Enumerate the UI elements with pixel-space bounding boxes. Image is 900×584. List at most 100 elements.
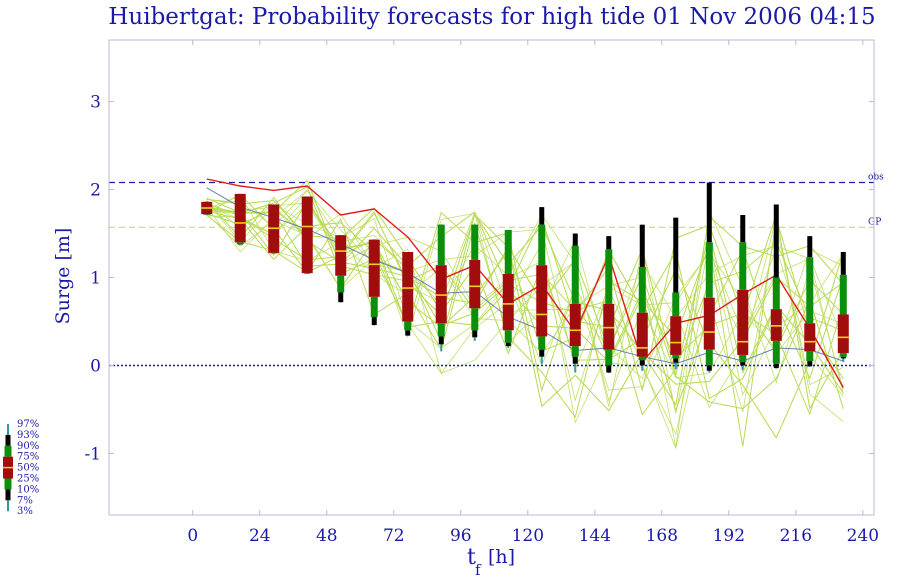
legend-outer-lower	[5, 489, 11, 501]
x-axis-label-main: t	[467, 545, 476, 570]
x-axis-label-unit: [h]	[488, 546, 515, 568]
box-outer-upper	[807, 236, 813, 258]
x-tick-label: 192	[713, 526, 745, 546]
ensemble-member-line	[206, 214, 844, 447]
box-inner-lower	[504, 330, 512, 343]
box-interquartile	[770, 309, 782, 341]
box-plot-149	[603, 236, 615, 373]
box-inner-upper	[705, 242, 713, 298]
box-inner-lower	[839, 353, 847, 357]
box-interquartile	[636, 312, 648, 357]
box-plot-65	[368, 239, 380, 326]
box-tail-lower	[406, 335, 409, 337]
box-plot-17	[234, 193, 246, 245]
legend-label: 7%	[17, 495, 33, 506]
box-tail-lower	[708, 370, 711, 373]
box-tail-lower	[641, 365, 644, 371]
box-inner-upper	[504, 230, 512, 274]
box-plot-137	[569, 233, 581, 373]
box-outer-lower	[773, 363, 779, 369]
y-tick-label: 2	[90, 181, 101, 201]
legend-inner-upper	[4, 445, 12, 457]
ensemble-member-line	[206, 202, 844, 412]
control-forecast-line	[206, 187, 844, 365]
box-outer-upper	[539, 207, 545, 225]
box-outer-lower	[639, 360, 645, 366]
x-axis-ticks: 0 24 48 72 96 120 144 168 192 216 240	[187, 40, 879, 546]
box-inner-lower	[538, 336, 546, 350]
box-tail-lower	[440, 344, 443, 352]
box-tail-lower	[540, 356, 543, 364]
legend: 97%93%90%75%50%25%10%7%3%	[3, 419, 39, 517]
box-outer-lower	[237, 244, 243, 245]
box-interquartile	[335, 235, 347, 276]
box-outer-lower	[539, 349, 545, 357]
ensemble-member-line	[206, 197, 844, 400]
reference-line-label: GP	[868, 217, 881, 227]
y-tick-label: 0	[90, 356, 101, 376]
box-interquartile	[469, 259, 481, 309]
box-tail-lower	[775, 368, 778, 369]
box-inner-lower	[437, 323, 445, 337]
y-axis-label: Surge [m]	[52, 228, 74, 325]
box-inner-lower	[471, 308, 479, 331]
box-plot-29	[268, 204, 280, 254]
x-tick-label: 216	[780, 526, 812, 546]
box-outer-lower	[405, 330, 411, 336]
box-inner-upper	[605, 249, 613, 304]
box-tail-lower	[842, 358, 845, 362]
box-tail-lower	[808, 366, 811, 367]
box-outer-lower	[606, 365, 612, 373]
box-interquartile	[737, 289, 749, 355]
box-outer-lower	[371, 317, 377, 325]
reference-lines: obs GP	[109, 173, 884, 367]
ensemble-member-line	[206, 198, 844, 385]
x-tick-label: 168	[646, 526, 678, 546]
ensemble-member-line	[206, 194, 844, 448]
x-tick-label: 24	[249, 526, 271, 546]
box-inner-lower	[705, 349, 713, 366]
box-inner-lower	[337, 275, 345, 293]
box-interquartile	[703, 297, 715, 350]
box-plot-101	[469, 224, 481, 341]
box-outer-lower	[472, 330, 478, 338]
box-plot-161	[636, 224, 648, 371]
box-tail-lower	[741, 365, 744, 370]
box-interquartile	[804, 323, 816, 352]
box-outer-lower	[706, 365, 712, 371]
box-plot-5	[201, 201, 213, 215]
box-inner-lower	[203, 214, 211, 215]
x-tick-label: 48	[316, 526, 338, 546]
x-axis-label-subscript: f	[475, 561, 482, 579]
box-interquartile	[837, 314, 849, 354]
box-outer-lower	[572, 356, 578, 364]
box-inner-upper	[672, 292, 680, 317]
box-interquartile	[603, 303, 615, 350]
ensemble-members	[206, 179, 844, 450]
box-inner-lower	[605, 349, 613, 366]
box-outer-lower	[807, 361, 813, 367]
box-plot-113	[502, 230, 514, 348]
reference-line-label: obs	[868, 173, 884, 183]
box-inner-lower	[739, 354, 747, 362]
legend-tail-lower	[7, 500, 9, 512]
box-tail-lower	[373, 325, 376, 326]
box-inner-lower	[672, 354, 680, 359]
box-tail-lower	[607, 372, 610, 373]
legend-label: 3%	[17, 506, 33, 517]
y-tick-label: 1	[90, 269, 101, 289]
box-plot-53	[335, 235, 347, 303]
box-plot-233	[837, 251, 849, 362]
box-inner-upper	[839, 274, 847, 315]
box-plot-221	[804, 236, 816, 367]
box-outer-upper	[706, 182, 712, 243]
legend-label: 90%	[17, 441, 39, 452]
box-interquartile	[301, 196, 313, 274]
box-inner-lower	[404, 321, 412, 331]
observed-forecast-line	[206, 178, 844, 388]
legend-label: 75%	[17, 452, 39, 463]
box-inner-upper	[772, 277, 780, 310]
box-inner-lower	[270, 252, 278, 254]
legend-label: 93%	[17, 430, 39, 441]
x-tick-label: 120	[512, 526, 544, 546]
